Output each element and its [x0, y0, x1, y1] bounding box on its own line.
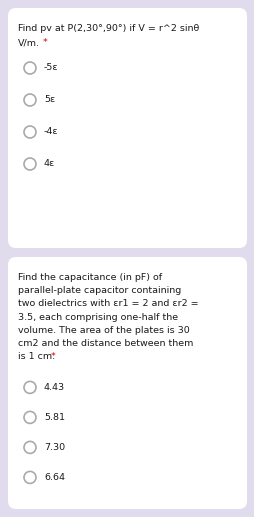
FancyBboxPatch shape — [8, 257, 246, 509]
Text: *: * — [40, 38, 47, 47]
FancyBboxPatch shape — [8, 8, 246, 248]
Text: parallel-plate capacitor containing: parallel-plate capacitor containing — [18, 286, 181, 295]
Text: V/m.: V/m. — [18, 38, 40, 47]
Text: *: * — [48, 352, 56, 361]
Text: 5ε: 5ε — [44, 96, 55, 104]
Text: -4ε: -4ε — [44, 128, 58, 136]
Text: Find the capacitance (in pF) of: Find the capacitance (in pF) of — [18, 273, 162, 282]
Text: cm2 and the distance between them: cm2 and the distance between them — [18, 339, 193, 348]
Text: 6.64: 6.64 — [44, 473, 65, 482]
Text: two dielectrics with εr1 = 2 and εr2 =: two dielectrics with εr1 = 2 and εr2 = — [18, 299, 198, 309]
Text: volume. The area of the plates is 30: volume. The area of the plates is 30 — [18, 326, 189, 335]
Text: is 1 cm.: is 1 cm. — [18, 352, 55, 361]
Text: -5ε: -5ε — [44, 64, 58, 72]
Text: 4ε: 4ε — [44, 160, 55, 169]
Text: 4.43: 4.43 — [44, 383, 65, 392]
Text: 3.5, each comprising one-half the: 3.5, each comprising one-half the — [18, 313, 178, 322]
Text: 7.30: 7.30 — [44, 443, 65, 452]
Text: Find pv at P(2,30°,90°) if V = r^2 sinθ: Find pv at P(2,30°,90°) if V = r^2 sinθ — [18, 24, 198, 33]
Text: 5.81: 5.81 — [44, 413, 65, 422]
